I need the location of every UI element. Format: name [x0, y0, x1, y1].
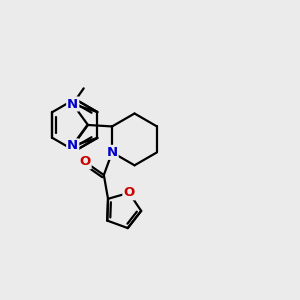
Text: O: O — [123, 186, 135, 199]
Text: N: N — [67, 98, 78, 110]
Text: N: N — [67, 140, 78, 152]
Text: O: O — [80, 155, 91, 168]
Text: N: N — [106, 146, 118, 159]
